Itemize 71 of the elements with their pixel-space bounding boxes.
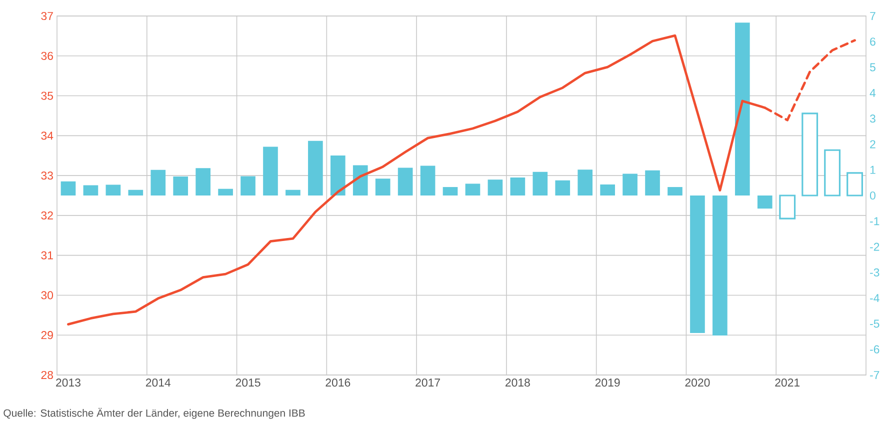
bar — [60, 181, 76, 196]
bar — [173, 176, 188, 196]
y-tick-label: 34 — [41, 132, 54, 140]
bar — [286, 190, 300, 196]
bar — [824, 149, 841, 196]
y-tick-label: 31 — [41, 251, 53, 260]
bar — [532, 172, 548, 196]
bar — [578, 170, 593, 196]
y2-tick-label: -5 — [870, 320, 880, 328]
y2-tick-label: 0 — [870, 191, 876, 200]
bar — [712, 196, 728, 336]
bar — [240, 176, 256, 196]
y-tick-label: 32 — [41, 211, 53, 220]
y2-tick-label: -1 — [870, 217, 880, 226]
y-tick-label: 36 — [41, 52, 53, 60]
y2-tick-label: -4 — [870, 294, 880, 302]
bar — [106, 184, 121, 196]
y2-tick-label: -2 — [870, 242, 880, 251]
source-note: Quelle: Statistische Ämter der Länder, eigene Berechnungen IBB — [4, 408, 305, 419]
bar — [465, 184, 480, 196]
bar — [196, 168, 210, 196]
bar — [263, 146, 278, 196]
bar — [150, 170, 166, 196]
bar — [420, 166, 436, 196]
y-tick-label: 35 — [41, 92, 53, 100]
bar — [308, 140, 323, 196]
x-tick-label: 2013 — [56, 378, 80, 387]
x-tick-label: 2021 — [775, 378, 800, 387]
bar — [645, 170, 660, 196]
bar — [668, 187, 682, 196]
y2-tick-label: 4 — [870, 88, 876, 97]
y2-tick-label: 6 — [870, 38, 876, 46]
bar — [846, 172, 863, 196]
x-tick-label: 2016 — [326, 378, 350, 387]
x-tick-label: 2020 — [685, 378, 710, 387]
x-tick-label: 2018 — [506, 378, 530, 387]
y-tick-label: 37 — [41, 12, 53, 20]
bar — [375, 178, 390, 196]
bar — [398, 168, 413, 196]
x-tick-label: 2019 — [595, 378, 620, 387]
y2-tick-label: 5 — [870, 63, 876, 72]
bar — [442, 187, 458, 196]
y-tick-label: 29 — [41, 331, 53, 340]
bar — [510, 178, 526, 196]
bar — [83, 185, 98, 196]
bar — [757, 196, 772, 209]
y2-tick-label: -7 — [870, 371, 880, 379]
y2-tick-label: 1 — [870, 166, 876, 174]
y2-tick-label: 2 — [870, 140, 876, 148]
y2-tick-label: 7 — [870, 12, 876, 20]
bar — [734, 22, 750, 196]
bar — [488, 180, 503, 196]
bar — [622, 174, 638, 196]
y-tick-label: 33 — [41, 172, 53, 180]
bar — [555, 180, 570, 196]
y2-tick-label: -3 — [870, 268, 880, 276]
y-tick-label: 28 — [41, 370, 53, 380]
bar — [128, 190, 144, 196]
x-tick-label: 2015 — [236, 378, 260, 387]
x-tick-label: 2014 — [146, 378, 171, 387]
bar — [218, 188, 233, 196]
y2-tick-label: 3 — [870, 114, 876, 123]
bar — [600, 184, 615, 196]
bar — [690, 196, 705, 333]
bar — [352, 165, 368, 196]
x-tick-label: 2017 — [416, 378, 440, 387]
y-tick-label: 30 — [41, 291, 54, 300]
bar — [779, 194, 796, 220]
y2-tick-label: -6 — [870, 345, 880, 354]
bar — [330, 155, 346, 196]
bar — [802, 112, 818, 196]
